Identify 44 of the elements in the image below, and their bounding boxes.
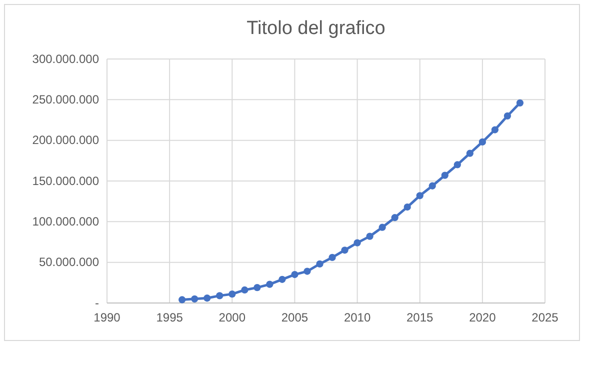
x-tick-label: 2025 — [532, 310, 559, 325]
point — [328, 254, 336, 262]
point — [428, 182, 436, 190]
y-tick-label: 50.000.000 — [38, 255, 100, 270]
point — [266, 280, 274, 288]
point — [454, 161, 461, 168]
point — [391, 214, 398, 222]
x-tick-label: 2010 — [344, 310, 371, 325]
point — [291, 270, 298, 278]
point — [504, 112, 512, 120]
point — [241, 286, 248, 294]
x-tick-label: 1995 — [156, 310, 184, 325]
y-tick-label: 200.000.000 — [32, 133, 100, 148]
x-tick-label: 2015 — [406, 310, 434, 325]
point — [354, 239, 361, 246]
point — [254, 284, 261, 292]
point — [441, 172, 448, 179]
x-tick-label: 2005 — [281, 310, 308, 325]
y-tick-label: 250.000.000 — [32, 92, 100, 107]
x-tick-label: 1990 — [94, 310, 121, 325]
point — [491, 126, 499, 134]
x-tick-label: 2000 — [218, 310, 246, 325]
point — [278, 276, 286, 283]
point — [216, 292, 224, 300]
chart-title: Titolo del grafico — [246, 18, 386, 39]
point — [404, 203, 411, 211]
y-tick-label: - — [95, 296, 99, 310]
point — [466, 150, 474, 157]
point — [316, 260, 324, 268]
y-tick-label: 150.000.000 — [32, 174, 100, 188]
point — [341, 246, 348, 254]
y-tick-label: 100.000.000 — [32, 214, 100, 229]
point — [191, 295, 198, 302]
point — [366, 232, 374, 240]
y-tick-label: 300.000.000 — [32, 52, 100, 66]
point — [228, 290, 236, 298]
point — [204, 294, 211, 302]
point — [478, 138, 486, 146]
point — [304, 268, 311, 275]
x-tick-label: 2020 — [469, 310, 496, 325]
point — [416, 192, 424, 200]
point — [378, 224, 386, 231]
point — [178, 296, 186, 304]
point — [516, 99, 524, 106]
